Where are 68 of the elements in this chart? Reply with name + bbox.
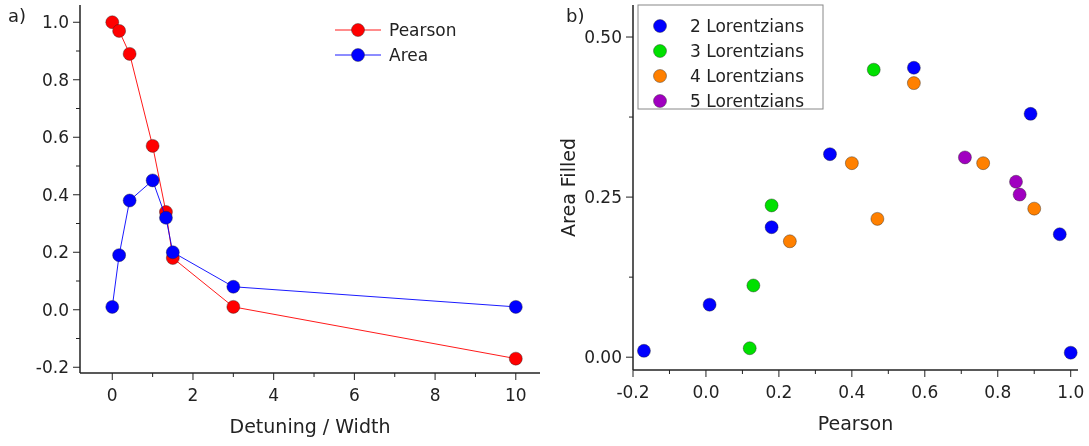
y-tick-label: -0.2 — [35, 357, 69, 378]
point — [764, 220, 779, 234]
point — [122, 193, 137, 208]
point — [764, 198, 779, 213]
point — [145, 173, 160, 188]
point — [1053, 227, 1067, 241]
legend-label: 2 Lorentzians — [690, 16, 805, 36]
point — [743, 341, 757, 355]
x-tick-label: 0.6 — [911, 382, 939, 402]
y-tick-label: 0.50 — [584, 27, 622, 48]
legend-label: 4 Lorentzians — [690, 66, 805, 86]
point — [166, 245, 180, 259]
legend-label: 3 Lorentzians — [690, 41, 805, 61]
legend-label: 5 Lorentzians — [690, 91, 805, 111]
y-tick-label: 0.25 — [584, 187, 622, 208]
legend-label: Pearson — [389, 20, 457, 40]
y-tick-label: 0.8 — [41, 69, 69, 90]
point — [783, 234, 797, 248]
point — [1064, 346, 1078, 360]
x-tick-label: -0.2 — [616, 382, 650, 402]
point — [746, 278, 761, 293]
x-tick-label: 0 — [106, 385, 118, 405]
y-tick-label: 0.0 — [41, 299, 69, 320]
point — [637, 344, 651, 358]
point — [845, 156, 859, 170]
x-tick-label: 10 — [504, 385, 527, 405]
point — [112, 24, 126, 38]
y-tick-label: 0.4 — [41, 184, 69, 205]
x-tick-label: 1.0 — [1057, 382, 1085, 402]
y-tick-label: 0.00 — [584, 347, 622, 368]
y-axis-title: Area Filled — [557, 138, 579, 237]
x-tick-label: 2 — [187, 385, 199, 405]
x-tick-label: 4 — [268, 385, 280, 405]
point — [867, 62, 881, 77]
chart-title: b) — [566, 5, 585, 26]
point — [105, 300, 119, 314]
point — [1009, 175, 1023, 189]
point — [159, 211, 173, 225]
x-tick-label: 0.8 — [984, 382, 1012, 402]
point — [958, 150, 972, 165]
point — [1027, 201, 1041, 216]
x-axis-title: Detuning / Width — [229, 415, 391, 437]
point — [1023, 107, 1038, 121]
point — [823, 147, 837, 161]
legend-label: Area — [389, 45, 429, 65]
point — [112, 248, 126, 262]
point — [976, 156, 990, 170]
x-tick-label: 0.4 — [838, 382, 866, 402]
point — [907, 76, 921, 90]
point — [122, 47, 137, 61]
point — [870, 212, 885, 226]
x-axis-title: Pearson — [817, 412, 894, 434]
x-tick-label: 0.0 — [692, 382, 720, 402]
point — [226, 280, 241, 294]
point — [702, 297, 717, 312]
x-tick-label: 0.2 — [765, 382, 793, 402]
point — [145, 139, 160, 153]
y-tick-label: 0.6 — [41, 127, 69, 148]
point — [907, 61, 921, 75]
point — [509, 300, 523, 314]
point — [226, 300, 241, 314]
point — [509, 351, 523, 366]
x-tick-label: 8 — [429, 385, 441, 405]
y-tick-label: 1.0 — [41, 12, 69, 33]
point — [1012, 187, 1027, 202]
x-tick-label: 6 — [348, 385, 360, 405]
y-tick-label: 0.2 — [41, 242, 69, 263]
chart-title: a) — [8, 5, 27, 26]
